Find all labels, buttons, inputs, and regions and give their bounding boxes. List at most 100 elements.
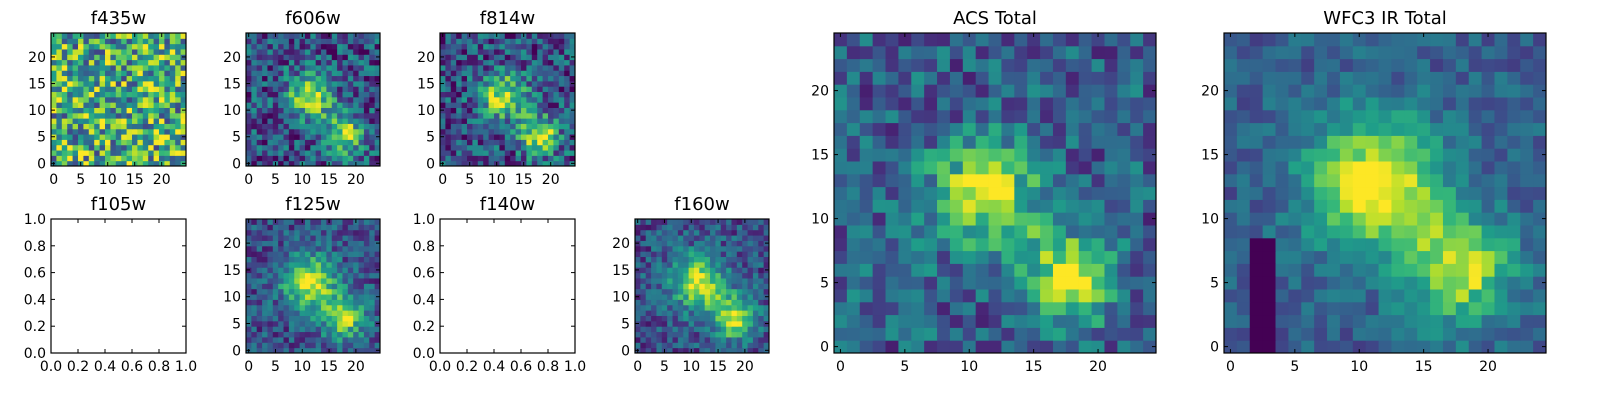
heatmap-cell xyxy=(515,38,522,45)
heatmap-cell xyxy=(645,251,652,258)
heatmap-cell xyxy=(440,155,446,162)
heatmap-cell xyxy=(288,144,295,151)
heatmap-cell xyxy=(445,118,452,124)
heatmap-cell xyxy=(363,96,370,103)
heatmap-cells xyxy=(440,33,576,167)
heatmap-cell xyxy=(1378,327,1392,341)
heatmap-cell xyxy=(288,139,295,146)
heatmap-cell xyxy=(246,59,252,66)
heatmap-cell xyxy=(1091,71,1105,85)
heatmap-cell xyxy=(548,70,554,77)
heatmap-cell xyxy=(51,59,57,66)
heatmap-cell xyxy=(347,128,354,135)
heatmap-cell xyxy=(267,219,274,225)
heatmap-cell xyxy=(477,91,484,98)
heatmap-cell xyxy=(137,86,144,93)
heatmap-cell xyxy=(310,64,317,71)
heatmap-cell xyxy=(159,91,165,98)
heatmap-cell xyxy=(294,102,301,108)
heatmap-cell xyxy=(121,144,128,151)
heatmap-cell xyxy=(115,107,122,114)
heatmap-cell xyxy=(374,43,381,50)
heatmap-cell xyxy=(137,123,144,130)
x-tick-label: 20 xyxy=(1479,359,1497,375)
heatmap-cell xyxy=(924,212,938,226)
heatmap-cell xyxy=(283,112,290,119)
heatmap-cell xyxy=(326,229,333,236)
heatmap-cell xyxy=(467,96,473,103)
heatmap-cell xyxy=(169,123,176,130)
heatmap-cell xyxy=(1014,199,1028,213)
heatmap-cell xyxy=(1481,250,1495,264)
heatmap-cell xyxy=(1288,148,1302,162)
heatmap-cell xyxy=(542,80,549,87)
heatmap-cell xyxy=(358,331,365,338)
heatmap-cell xyxy=(283,261,290,268)
heatmap-cell xyxy=(1314,58,1328,72)
heatmap-cell xyxy=(504,123,511,130)
heatmap-cell xyxy=(704,245,711,252)
heatmap-cell xyxy=(61,70,68,77)
heatmap-cell xyxy=(374,70,381,77)
heatmap-cell xyxy=(531,38,538,45)
heatmap-cell xyxy=(299,128,306,135)
heatmap-cell xyxy=(526,96,533,103)
heatmap-cell xyxy=(1065,58,1080,72)
heatmap-cell xyxy=(1442,161,1457,175)
heatmap-cell xyxy=(564,118,571,124)
heatmap-cell xyxy=(661,283,668,290)
heatmap-cell xyxy=(898,109,912,124)
heatmap-cell xyxy=(1117,212,1131,226)
heatmap-cell xyxy=(526,38,533,45)
heatmap-cell xyxy=(640,320,647,327)
heatmap-cell xyxy=(126,123,133,130)
heatmap-cell xyxy=(1404,289,1418,303)
heatmap-cell xyxy=(342,102,349,108)
heatmap-cell xyxy=(1468,212,1483,226)
heatmap-cell xyxy=(353,80,360,87)
heatmap-cell xyxy=(256,160,263,167)
heatmap-cell xyxy=(898,97,912,111)
heatmap-cell xyxy=(153,64,160,71)
heatmap-cell xyxy=(656,342,663,349)
heatmap-cell xyxy=(1236,340,1251,354)
heatmap-cell xyxy=(310,245,317,252)
heatmap-cell xyxy=(94,75,101,82)
heatmap-cell xyxy=(374,155,381,162)
heatmap-cell xyxy=(962,186,977,200)
heatmap-cell xyxy=(153,38,160,45)
heatmap-cell xyxy=(337,315,343,322)
heatmap-cell xyxy=(1455,340,1470,354)
heatmap-cell xyxy=(1520,225,1534,239)
heatmap-cell xyxy=(105,96,111,103)
heatmap-cell xyxy=(450,139,457,146)
heatmap-cell xyxy=(472,38,479,45)
heatmap-cell xyxy=(180,75,187,82)
heatmap-cell xyxy=(531,144,538,151)
heatmap-cell xyxy=(51,48,57,55)
heatmap-cell xyxy=(94,91,101,98)
x-tick-label: 0 xyxy=(633,359,642,375)
heatmap-cell xyxy=(61,38,68,45)
heatmap-cell xyxy=(246,112,252,119)
heatmap-cell xyxy=(326,64,333,71)
heatmap-cell xyxy=(105,155,111,162)
heatmap-cell xyxy=(374,118,381,124)
heatmap-cell xyxy=(975,33,990,47)
heatmap-cell xyxy=(1404,97,1418,111)
heatmap-cell xyxy=(885,276,899,290)
heatmap-cell xyxy=(569,59,576,66)
heatmap-cell xyxy=(1520,289,1534,303)
heatmap-cell xyxy=(1275,314,1289,328)
heatmap-cell xyxy=(353,107,360,114)
heatmap-cell xyxy=(1052,212,1067,226)
heatmap-cell xyxy=(347,288,354,295)
heatmap-cell xyxy=(499,64,506,71)
heatmap-cell xyxy=(321,267,327,274)
heatmap-cell xyxy=(246,229,252,236)
heatmap-cell xyxy=(278,43,285,50)
heatmap-cell xyxy=(315,256,322,263)
heatmap-cell xyxy=(1262,71,1277,85)
heatmap-cell xyxy=(267,102,274,108)
heatmap-cell xyxy=(1533,199,1547,213)
